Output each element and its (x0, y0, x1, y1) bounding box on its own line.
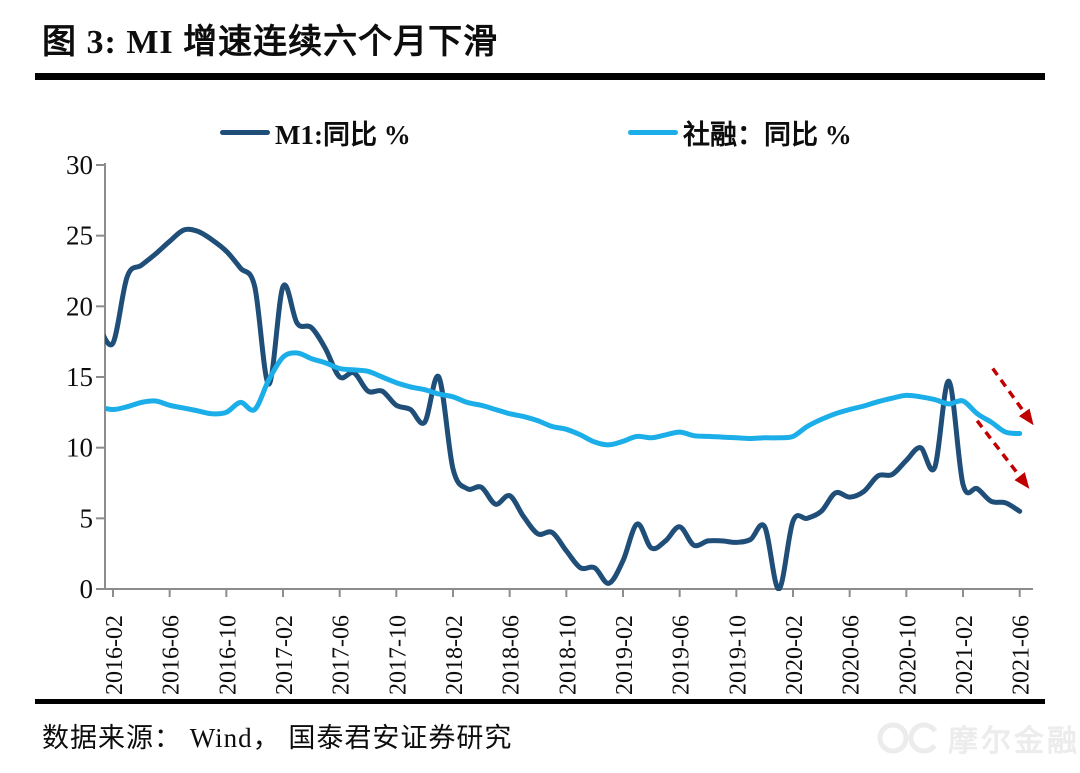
x-axis-tick-label: 2017-10 (385, 615, 411, 695)
y-axis-tick-label: 20 (66, 291, 93, 321)
data-source-note: 数据来源： Wind， 国泰君安证券研究 (42, 723, 513, 753)
legend-label-shehui: 社融：同比 % (683, 119, 852, 150)
legend-item-m1: M1:同比 % (220, 114, 411, 150)
x-axis-tick-label: 2016-06 (159, 615, 185, 695)
shehui-line-swatch-icon (628, 129, 678, 135)
x-axis-tick-label: 2018-02 (442, 615, 468, 695)
m1-series-line (105, 226, 1023, 591)
x-axis-tick-label: 2021-06 (1009, 615, 1035, 695)
legend-item-shehui: 社融：同比 % (628, 114, 852, 150)
x-axis-tick-label: 2020-06 (839, 615, 865, 695)
x-axis-tick-label: 2021-02 (952, 615, 978, 695)
x-axis-tick-label: 2019-02 (612, 615, 638, 695)
legend-label-m1: M1:同比 % (275, 119, 411, 150)
y-axis-tick-label: 0 (80, 574, 94, 604)
y-axis-tick-label: 10 (66, 433, 93, 463)
decline-arrow-icon (991, 367, 1034, 426)
y-axis-tick-label: 5 (80, 503, 94, 533)
x-axis-tick-label: 2017-06 (329, 615, 355, 695)
moer-finance-watermark: 摩尔金融 (872, 714, 1080, 762)
title-divider (35, 73, 1045, 80)
shehui-series-line (105, 350, 1023, 448)
x-axis-tick-label: 2020-10 (895, 615, 921, 695)
y-axis-tick-label: 15 (66, 362, 93, 392)
x-axis-tick-label: 2017-02 (272, 615, 298, 695)
watermark-rings-icon (877, 722, 940, 754)
x-axis-tick-label: 2019-06 (669, 615, 695, 695)
x-axis-tick-label: 2018-06 (499, 615, 525, 695)
y-axis-tick-label: 30 (66, 150, 93, 180)
x-axis-tick-label: 2016-10 (215, 615, 241, 695)
figure-title: 图 3: MI 增速连续六个月下滑 (42, 24, 499, 61)
footer-divider (35, 699, 1045, 704)
x-axis-tick-label: 2019-10 (725, 615, 751, 695)
x-axis-tick-label: 2018-10 (555, 615, 581, 695)
y-axis-tick-label: 25 (66, 221, 93, 251)
x-axis-tick-label: 2016-02 (102, 615, 128, 695)
watermark-text: 摩尔金融 (948, 725, 1080, 758)
x-axis-tick-label: 2020-02 (782, 615, 808, 695)
m1-line-swatch-icon (220, 129, 270, 135)
